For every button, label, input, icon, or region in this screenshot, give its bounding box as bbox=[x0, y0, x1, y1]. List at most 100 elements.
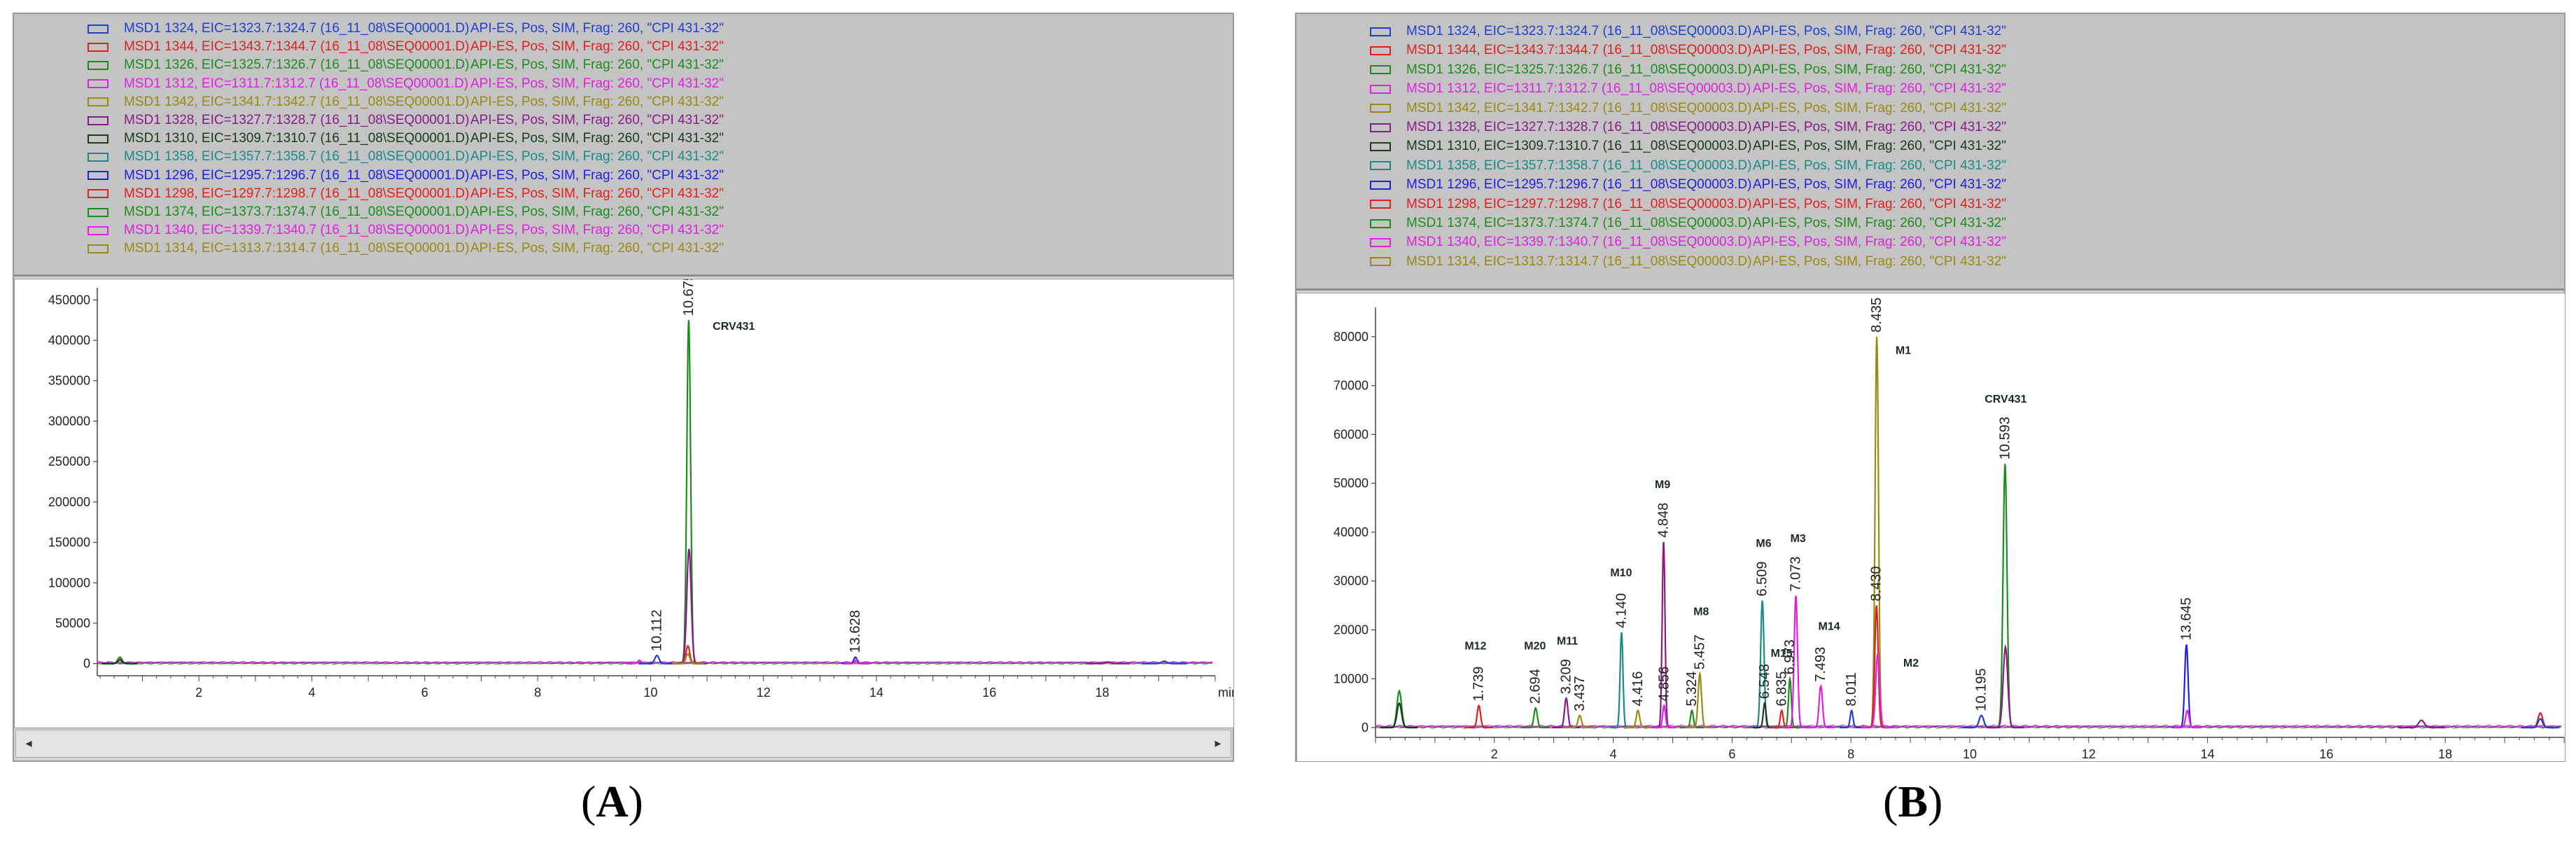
legend-swatch bbox=[88, 134, 108, 144]
legend-item[interactable]: MSD1 1312, EIC=1311.7:1312.7 (16_11_08\S… bbox=[88, 75, 724, 93]
caption-a-letter: A bbox=[596, 777, 629, 826]
horizontal-scrollbar[interactable]: ◂ ▸ bbox=[15, 730, 1231, 758]
legend-item[interactable]: MSD1 1374, EIC=1373.7:1374.7 (16_11_08\S… bbox=[1370, 214, 2006, 232]
legend-item[interactable]: MSD1 1296, EIC=1295.7:1296.7 (16_11_08\S… bbox=[1370, 176, 2006, 194]
legend-swatch bbox=[88, 244, 108, 253]
legend-item[interactable]: MSD1 1342, EIC=1341.7:1342.7 (16_11_08\S… bbox=[1370, 99, 2006, 118]
legend-trace-desc: API-ES, Pos, SIM, Frag: 260, "CPI 431-32… bbox=[1753, 253, 2006, 269]
peak-rt-label: 13.628 bbox=[848, 610, 863, 653]
y-tick-label: 0 bbox=[83, 657, 90, 671]
legend-trace-desc: API-ES, Pos, SIM, Frag: 260, "CPI 431-32… bbox=[1753, 235, 2006, 250]
legend-trace-name: MSD1 1340, EIC=1339.7:1340.7 (16_11_08\S… bbox=[124, 223, 470, 238]
peak-rt-label: 4.856 bbox=[1656, 667, 1672, 702]
baseline-trace bbox=[1375, 724, 2561, 728]
x-tick-label: 16 bbox=[2319, 747, 2333, 761]
legend-item[interactable]: MSD1 1374, EIC=1373.7:1374.7 (16_11_08\S… bbox=[88, 203, 724, 221]
peak-annotation: M10 bbox=[1610, 567, 1632, 579]
legend-trace-desc: API-ES, Pos, SIM, Frag: 260, "CPI 431-32… bbox=[1753, 24, 2006, 39]
peak-rt-label: 4.848 bbox=[1656, 503, 1672, 538]
legend-item[interactable]: MSD1 1296, EIC=1295.7:1296.7 (16_11_08\S… bbox=[88, 167, 724, 185]
legend-item[interactable]: MSD1 1298, EIC=1297.7:1298.7 (16_11_08\S… bbox=[1370, 195, 2006, 214]
legend-item[interactable]: MSD1 1312, EIC=1311.7:1312.7 (16_11_08\S… bbox=[1370, 80, 2006, 98]
legend-item[interactable]: MSD1 1298, EIC=1297.7:1298.7 (16_11_08\S… bbox=[88, 185, 724, 203]
legend-item[interactable]: MSD1 1358, EIC=1357.7:1358.7 (16_11_08\S… bbox=[88, 148, 724, 166]
legend-trace-name: MSD1 1326, EIC=1325.7:1326.7 (16_11_08\S… bbox=[124, 57, 470, 73]
legend-item[interactable]: MSD1 1344, EIC=1343.7:1344.7 (16_11_08\S… bbox=[88, 38, 724, 56]
legend-trace-desc: API-ES, Pos, SIM, Frag: 260, "CPI 431-32… bbox=[1753, 216, 2006, 230]
legend-trace-name: MSD1 1324, EIC=1323.7:1324.7 (16_11_08\S… bbox=[124, 21, 470, 36]
y-tick-label: 250000 bbox=[48, 454, 90, 468]
legend-trace-desc: API-ES, Pos, SIM, Frag: 260, "CPI 431-32… bbox=[470, 223, 724, 238]
x-tick-label: 14 bbox=[869, 686, 883, 700]
legend-item[interactable]: MSD1 1328, EIC=1327.7:1328.7 (16_11_08\S… bbox=[1370, 118, 2006, 137]
caption-a: (A) bbox=[581, 777, 643, 826]
peak-trace bbox=[1988, 464, 2022, 729]
peak-trace bbox=[1521, 707, 1550, 729]
plot-area-b: 0 10000 20000 30000 40000 50000 60000 70000 8000… bbox=[1296, 293, 2576, 762]
legend-trace-name: MSD1 1296, EIC=1295.7:1296.7 (16_11_08\S… bbox=[124, 167, 470, 183]
legend-swatch bbox=[88, 42, 108, 52]
peak-annotation: CRV431 bbox=[713, 321, 755, 333]
chromatogram-a: 0 50000 100000 150000 200000 250000 300000 3500… bbox=[48, 273, 1238, 700]
peak-rt-label: 3.437 bbox=[1572, 676, 1588, 711]
legend-swatch bbox=[88, 79, 108, 89]
y-tick-label: 30000 bbox=[1334, 574, 1368, 588]
x-tick-label: 8 bbox=[534, 686, 541, 700]
legend-item[interactable]: MSD1 1324, EIC=1323.7:1324.7 (16_11_08\S… bbox=[1370, 22, 2006, 41]
legend-item[interactable]: MSD1 1344, EIC=1343.7:1344.7 (16_11_08\S… bbox=[1370, 41, 2006, 60]
legend-item[interactable]: MSD1 1328, EIC=1327.7:1328.7 (16_11_08\S… bbox=[88, 111, 724, 130]
scroll-left-icon[interactable]: ◂ bbox=[25, 736, 32, 750]
peak-annotation: CRV431 bbox=[1984, 394, 2026, 405]
peak-trace bbox=[1380, 689, 1418, 729]
y-tick-label: 0 bbox=[1362, 721, 1368, 735]
x-tick-label: 6 bbox=[421, 686, 428, 700]
peak-trace bbox=[1685, 671, 1714, 729]
legend-trace-desc: API-ES, Pos, SIM, Frag: 260, "CPI 431-32… bbox=[470, 39, 724, 55]
peak-trace bbox=[1565, 714, 1595, 729]
y-tick-label: 450000 bbox=[48, 293, 90, 307]
peak-trace bbox=[673, 320, 705, 665]
peak-rt-label: 2.694 bbox=[1528, 669, 1544, 704]
legend-item[interactable]: MSD1 1342, EIC=1341.7:1342.7 (16_11_08\S… bbox=[88, 93, 724, 111]
legend-swatch bbox=[88, 152, 108, 162]
y-tick-label: 50000 bbox=[55, 616, 90, 630]
legend-trace-desc: API-ES, Pos, SIM, Frag: 260, "CPI 431-32… bbox=[470, 204, 724, 219]
legend-item[interactable]: MSD1 1340, EIC=1339.7:1340.7 (16_11_08\S… bbox=[1370, 233, 2006, 251]
peak-rt-label: 10.195 bbox=[1974, 668, 1989, 711]
legend-swatch bbox=[88, 225, 108, 235]
legend-swatch bbox=[88, 60, 108, 70]
caption-b: (B) bbox=[1883, 777, 1943, 826]
peak-annotation: M15 bbox=[1771, 648, 1793, 660]
legend-trace-name: MSD1 1298, EIC=1297.7:1298.7 (16_11_08\S… bbox=[124, 186, 470, 201]
legend-item[interactable]: MSD1 1310, EIC=1309.7:1310.7 (16_11_08\S… bbox=[88, 130, 724, 148]
scroll-right-icon[interactable]: ▸ bbox=[1214, 736, 1222, 750]
legend-trace-name: MSD1 1312, EIC=1311.7:1312.7 (16_11_08\S… bbox=[1406, 81, 1751, 97]
peak-rt-label: 1.739 bbox=[1471, 667, 1487, 702]
legend-item[interactable]: MSD1 1324, EIC=1323.7:1324.7 (16_11_08\S… bbox=[88, 20, 724, 38]
peak-annotation: M1 bbox=[1896, 345, 1911, 356]
legend-trace-name: MSD1 1344, EIC=1343.7:1344.7 (16_11_08\S… bbox=[124, 39, 470, 55]
legend-trace-name: MSD1 1328, EIC=1327.7:1328.7 (16_11_08\S… bbox=[1406, 120, 1752, 134]
peak-rt-label: 8.435 bbox=[1869, 298, 1884, 333]
legend-swatch bbox=[88, 97, 108, 107]
legend-item[interactable]: MSD1 1310, EIC=1309.7:1310.7 (16_11_08\S… bbox=[1370, 137, 2006, 155]
legend-swatch bbox=[1370, 237, 1391, 247]
legend-item[interactable]: MSD1 1314, EIC=1313.7:1314.7 (16_11_08\S… bbox=[1370, 253, 2006, 271]
legend-item[interactable]: MSD1 1314, EIC=1313.7:1314.7 (16_11_08\S… bbox=[88, 239, 724, 258]
peak-trace bbox=[1840, 709, 1863, 729]
y-tick-label: 60000 bbox=[1334, 427, 1368, 441]
legend-trace-desc: API-ES, Pos, SIM, Frag: 260, "CPI 431-32… bbox=[1753, 43, 2006, 58]
legend-item[interactable]: MSD1 1340, EIC=1339.7:1340.7 (16_11_08\S… bbox=[88, 221, 724, 239]
legend-item[interactable]: MSD1 1326, EIC=1325.7:1326.7 (16_11_08\S… bbox=[88, 56, 724, 74]
legend-item[interactable]: MSD1 1326, EIC=1325.7:1326.7 (16_11_08\S… bbox=[1370, 61, 2006, 79]
peak-rt-label: 6.509 bbox=[1755, 562, 1770, 597]
peak-trace bbox=[1142, 660, 1186, 665]
legend-trace-desc: API-ES, Pos, SIM, Frag: 260, "CPI 431-32… bbox=[470, 241, 724, 256]
legend-trace-name: MSD1 1344, EIC=1343.7:1344.7 (16_11_08\S… bbox=[1406, 43, 1752, 58]
legend-item[interactable]: MSD1 1358, EIC=1357.7:1358.7 (16_11_08\S… bbox=[1370, 157, 2006, 175]
y-tick-label: 40000 bbox=[1334, 525, 1368, 539]
y-tick-label: 150000 bbox=[48, 536, 90, 550]
x-tick-label: 4 bbox=[308, 686, 315, 700]
legend-swatch bbox=[88, 189, 108, 199]
y-tick-label: 70000 bbox=[1334, 379, 1368, 393]
